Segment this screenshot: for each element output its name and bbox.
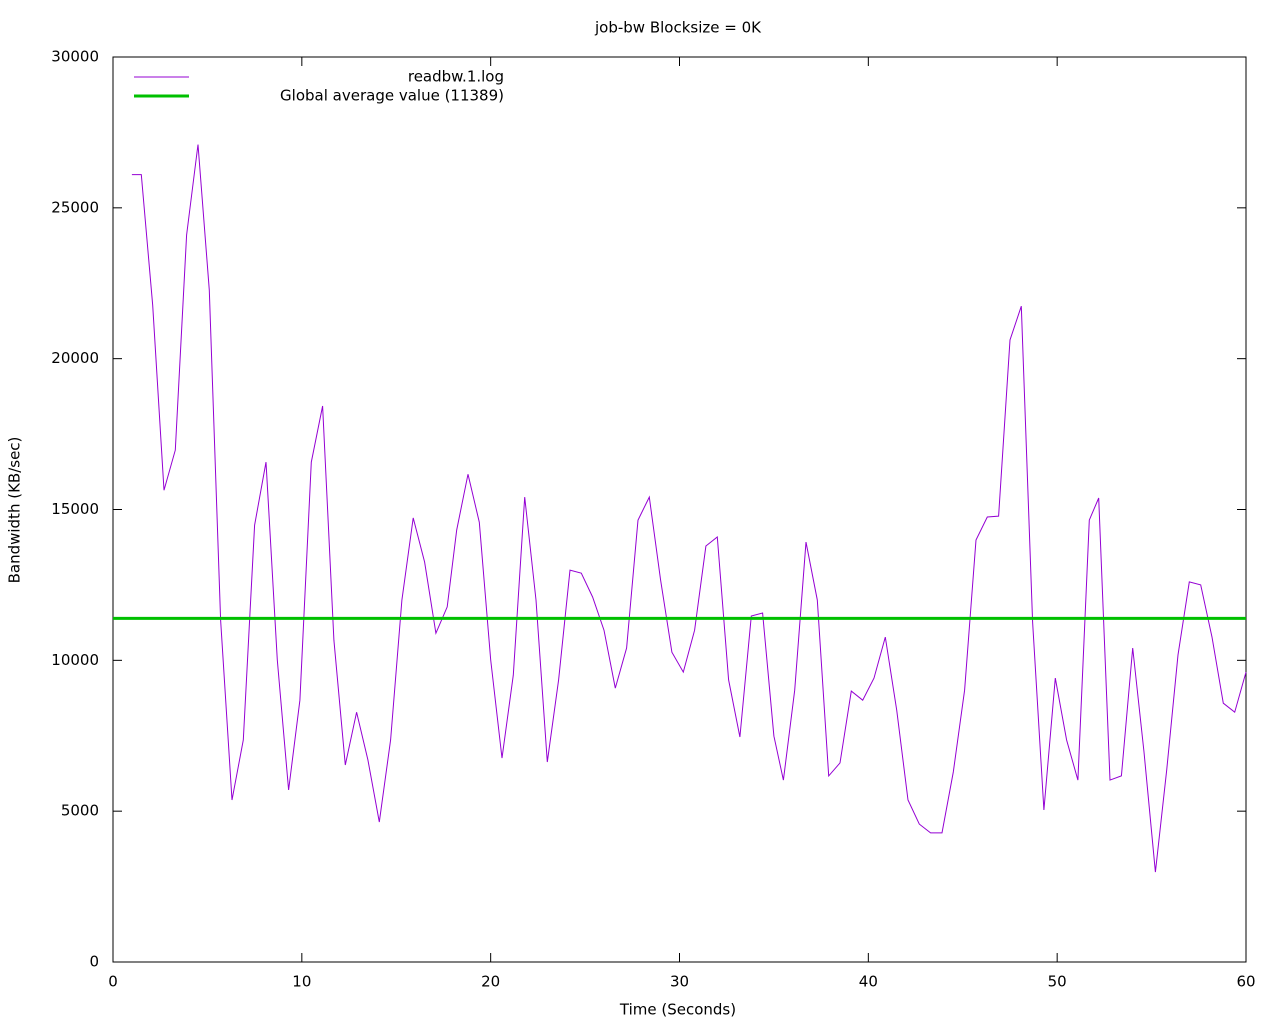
data-line	[131, 144, 1247, 873]
plot-frame	[112, 56, 1247, 963]
x-tick-label: 0	[108, 973, 118, 991]
chart-title: job-bw Blocksize = 0K	[594, 19, 762, 37]
x-tick-label: 30	[670, 973, 689, 991]
y-tick-label: 0	[89, 953, 99, 971]
x-tick-label: 10	[292, 973, 311, 991]
x-tick-label: 50	[1048, 973, 1067, 991]
y-tick-label: 25000	[51, 198, 99, 216]
y-tick-label: 20000	[51, 349, 99, 367]
y-tick-label: 10000	[51, 651, 99, 669]
y-tick-label: 5000	[61, 802, 99, 820]
x-axis-label: Time (Seconds)	[619, 1001, 736, 1019]
y-tick-label: 15000	[51, 500, 99, 518]
x-tick-label: 60	[1236, 973, 1255, 991]
legend-label: readbw.1.log	[408, 68, 504, 86]
y-axis-label: Bandwidth (KB/sec)	[6, 437, 24, 584]
legend-label: Global average value (11389)	[280, 87, 504, 105]
x-tick-label: 20	[481, 973, 500, 991]
x-tick-label: 40	[859, 973, 878, 991]
y-tick-label: 30000	[51, 48, 99, 66]
